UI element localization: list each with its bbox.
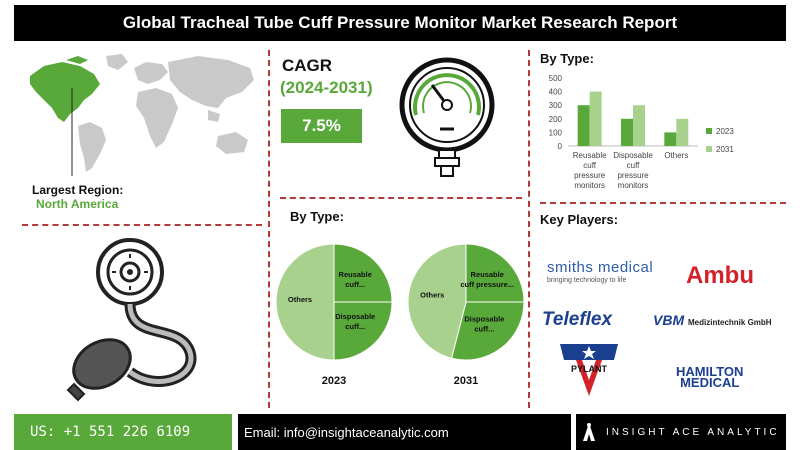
y-tick-label: 400 [549, 88, 563, 97]
x-tick-label: pressure [617, 171, 649, 180]
pie-label: Reusable [339, 270, 372, 279]
bar-2023 [577, 105, 590, 146]
cuff-monitor-icon [66, 238, 197, 402]
brand-name: INSIGHT ACE ANALYTIC [606, 426, 780, 438]
x-tick-label: cuff [583, 161, 597, 170]
separator-vertical-left [268, 50, 270, 408]
x-tick-label: monitors [574, 181, 605, 190]
separator-right [540, 202, 786, 204]
pie-slice [275, 243, 335, 361]
pie-slice [465, 243, 525, 303]
y-tick-label: 100 [549, 128, 563, 137]
pie-year-label: 2031 [454, 375, 478, 387]
separator-middle [280, 197, 522, 199]
x-tick-label: monitors [618, 181, 649, 190]
legend-label: 2031 [716, 145, 734, 154]
largest-region-value: North America [36, 197, 119, 211]
pie-slice [333, 301, 393, 361]
y-tick-label: 0 [558, 142, 563, 151]
separator-left [22, 224, 262, 226]
cagr-value: 7.5% [281, 109, 362, 143]
bar-chart: 0100200300400500Reusablecuffpressuremoni… [549, 74, 735, 190]
cagr-period: (2024-2031) [280, 78, 373, 97]
bar-section-heading: By Type: [540, 51, 594, 66]
bar-2031 [676, 118, 689, 146]
y-tick-label: 500 [549, 74, 563, 83]
ambu-logo: Ambu [686, 262, 754, 289]
x-tick-label: Disposable [613, 151, 653, 160]
vbm-subname: Medizintechnik GmbH [688, 318, 772, 327]
pie-section-heading: By Type: [290, 209, 344, 224]
pie-slice [450, 301, 525, 361]
pressure-gauge-icon [399, 57, 495, 177]
pie-slice [407, 243, 467, 359]
vbm-name: VBM [653, 312, 685, 328]
pylant-name: PYLANT [571, 364, 608, 374]
x-tick-label: cuff [627, 161, 641, 170]
footer-email: Email: info@insightaceanalytic.com [238, 414, 571, 450]
separator-vertical-right [528, 50, 530, 408]
pie-charts: Reusablecuff...Disposablecuff...Others20… [275, 243, 525, 387]
y-tick-label: 300 [549, 101, 563, 110]
legend-swatch [706, 146, 712, 152]
largest-region-label: Largest Region: [32, 183, 124, 197]
hamilton-line-1: HAMILTON [676, 364, 744, 379]
hamilton-medical-logo: HAMILTON MEDICAL [676, 364, 744, 390]
pie-label: Disposable [464, 315, 504, 324]
pie-slice [333, 243, 393, 303]
footer-phone: US: +1 551 226 6109 [14, 414, 232, 450]
pie-label: cuff pressure... [460, 280, 514, 289]
smiths-medical-name: smiths medical [547, 259, 654, 276]
smiths-medical-logo: smiths medical bringing technology to li… [547, 259, 653, 284]
teleflex-logo: Teleflex [542, 309, 613, 330]
bar-2023 [664, 132, 677, 146]
x-tick-label: Reusable [573, 151, 607, 160]
x-tick-label: Others [664, 151, 688, 160]
world-map-icon [30, 54, 254, 176]
pie-label: cuff... [345, 280, 365, 289]
bar-2031 [633, 105, 645, 146]
x-tick-label: pressure [574, 171, 606, 180]
pie-label: cuff... [345, 322, 365, 331]
legend-swatch [706, 128, 712, 134]
footer-brand: INSIGHT ACE ANALYTIC [576, 414, 786, 450]
brand-logo-icon [583, 423, 595, 441]
vbm-logo: VBM Medizintechnik GmbH [653, 312, 772, 328]
y-tick-label: 200 [549, 115, 563, 124]
pie-label: Others [420, 291, 444, 300]
cagr-title: CAGR [282, 56, 333, 75]
page-title: Global Tracheal Tube Cuff Pressure Monit… [14, 5, 786, 41]
bar-2023 [621, 118, 633, 146]
pie-label: Reusable [471, 270, 504, 279]
legend-label: 2023 [716, 127, 734, 136]
smiths-medical-tagline: bringing technology to life [547, 277, 627, 284]
pylant-logo: PYLANT [560, 344, 618, 396]
pie-year-label: 2023 [322, 375, 346, 387]
players-heading: Key Players: [540, 212, 619, 227]
pie-label: Disposable [335, 312, 375, 321]
pie-label: Others [288, 295, 312, 304]
pie-label: cuff... [474, 325, 494, 334]
bar-2031 [589, 91, 602, 146]
hamilton-line-2: MEDICAL [680, 375, 740, 390]
